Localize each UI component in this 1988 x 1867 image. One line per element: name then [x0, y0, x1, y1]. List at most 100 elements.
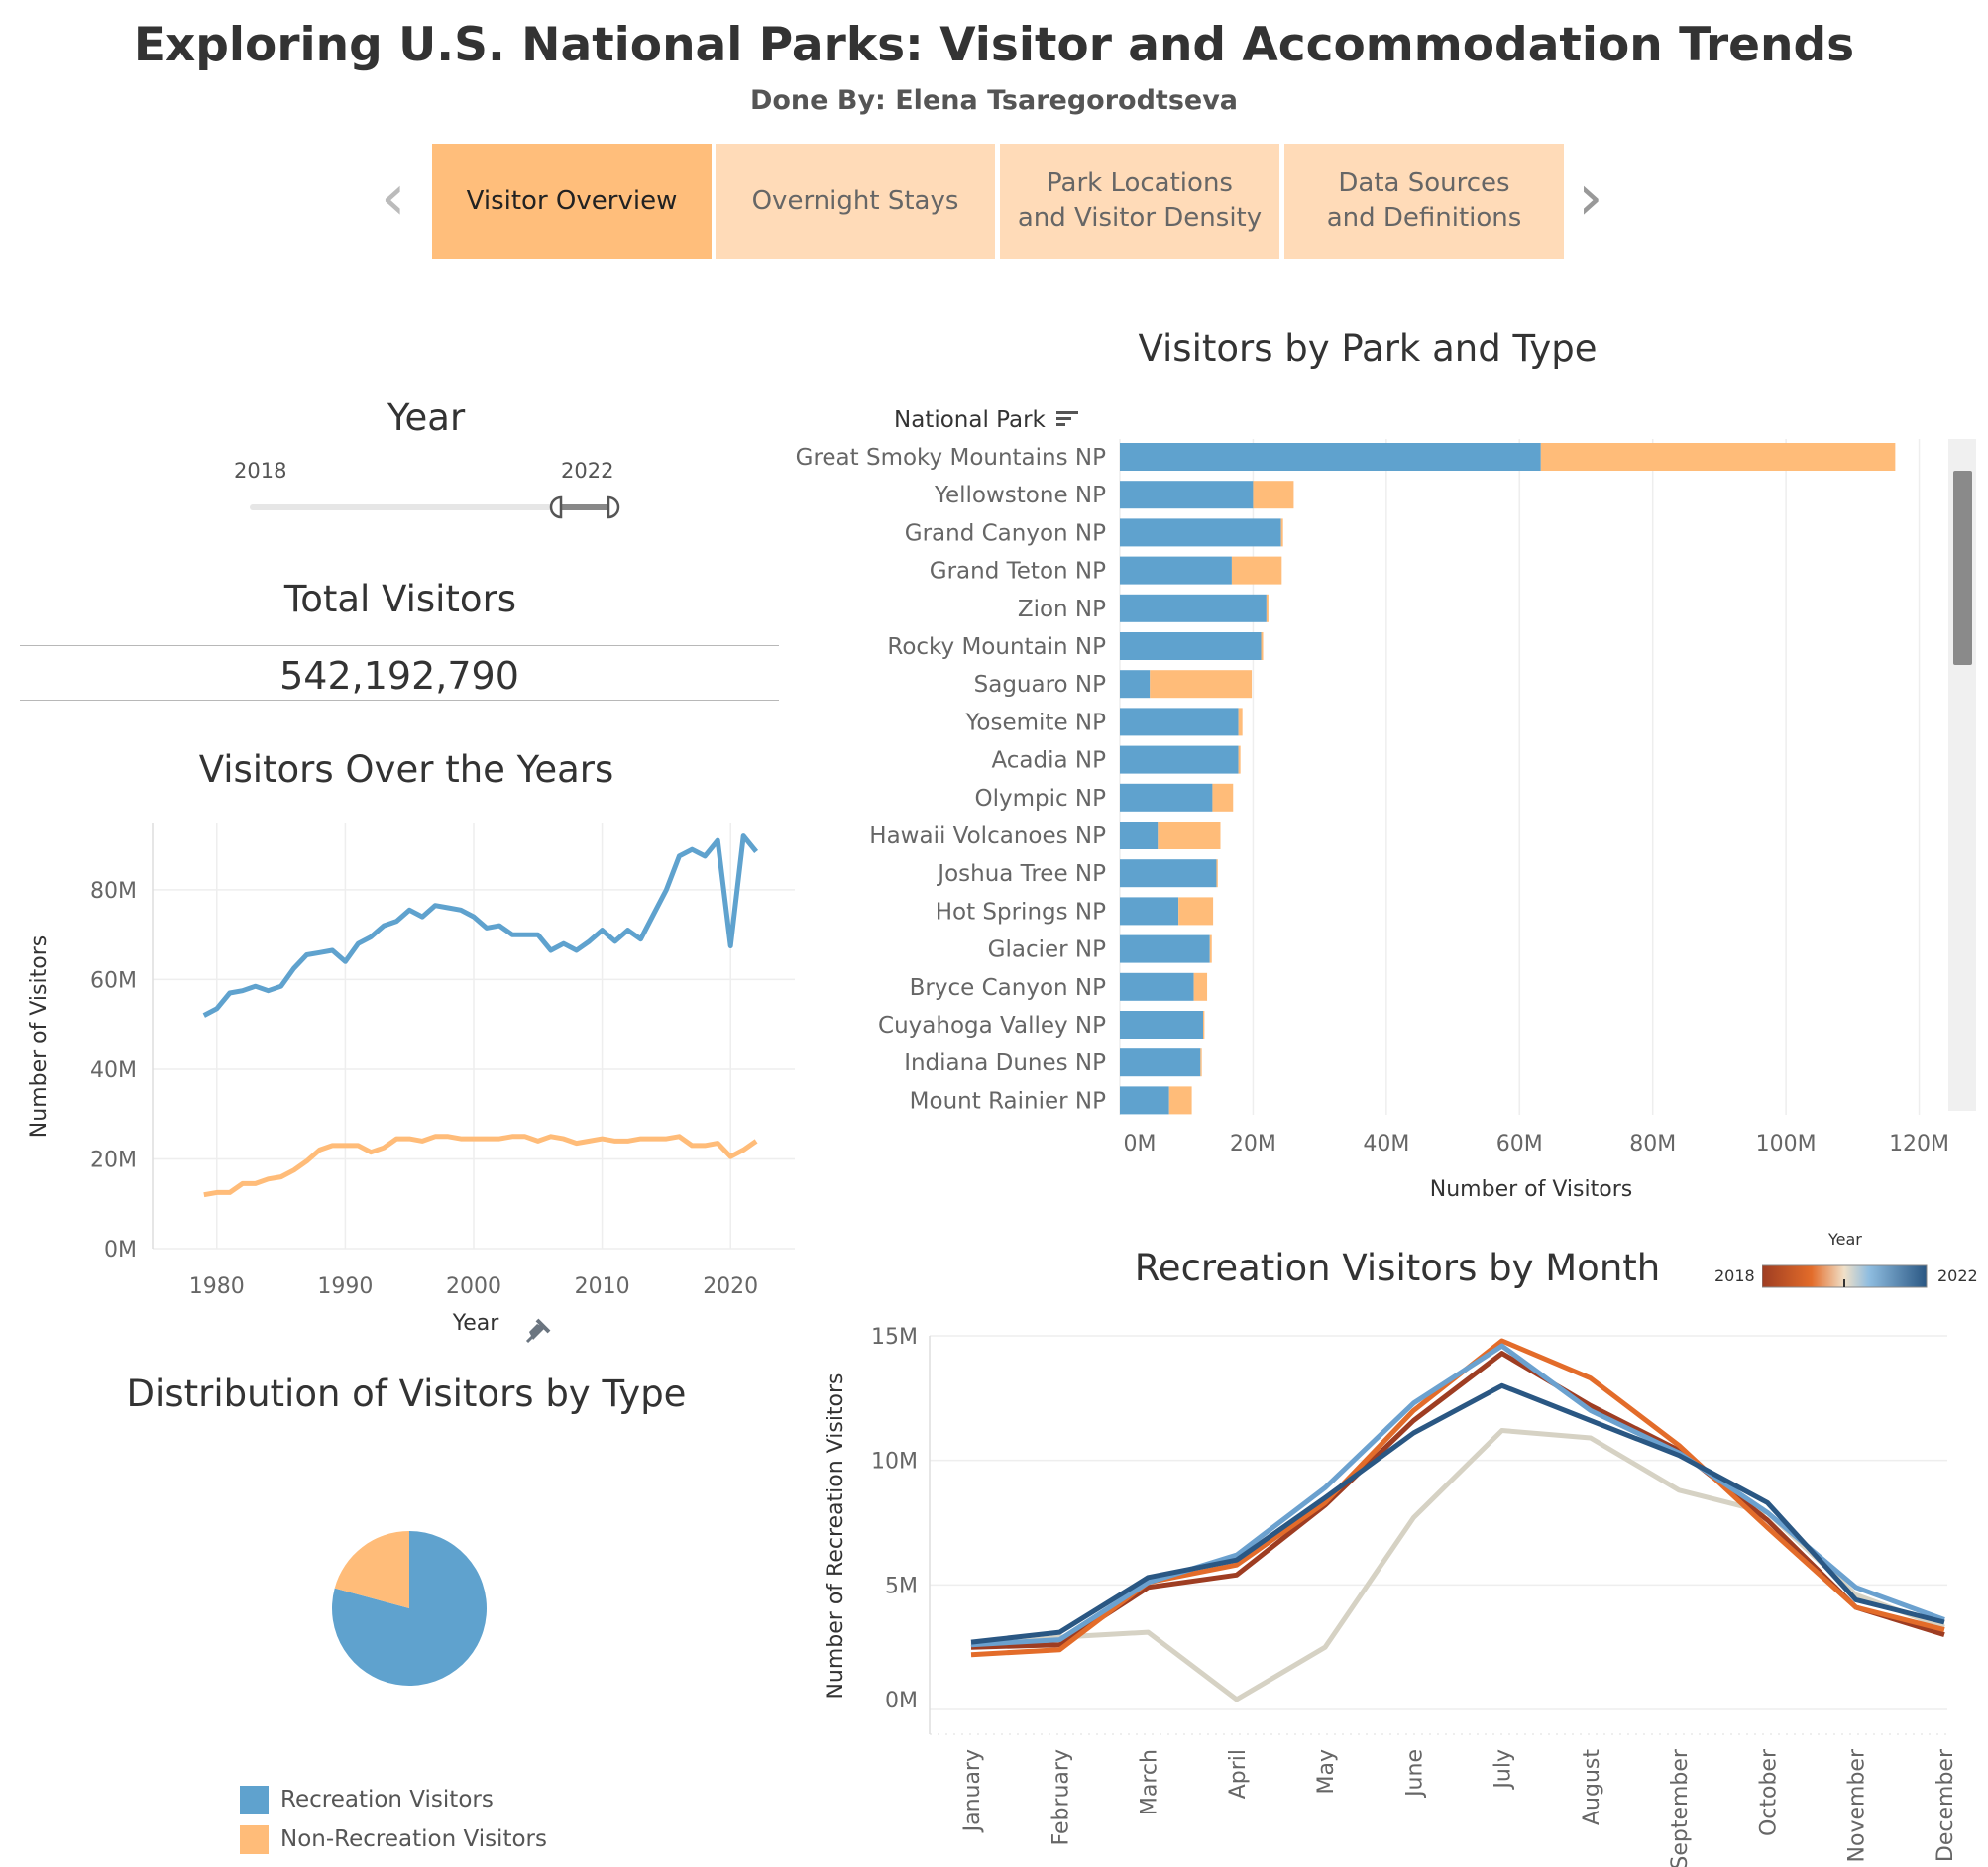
pie-slice-non_recreation[interactable]: [334, 1531, 409, 1608]
month-x-tick-label: June: [1402, 1749, 1427, 1799]
park-bar-non_recreation[interactable]: [1266, 594, 1269, 622]
month-x-tick-label: August: [1580, 1749, 1604, 1825]
park-x-tick-label: 60M: [1496, 1132, 1543, 1156]
legend-item-recreation[interactable]: Recreation Visitors: [240, 1780, 547, 1819]
kpi-bottom-divider: [20, 700, 779, 701]
park-bar-recreation[interactable]: [1120, 518, 1281, 547]
month-y-tick-label: 15M: [871, 1325, 918, 1350]
park-label[interactable]: Acadia NP: [991, 748, 1106, 774]
park-label[interactable]: Zion NP: [1018, 597, 1106, 622]
park-bar-non_recreation[interactable]: [1158, 822, 1221, 849]
year-range-slider[interactable]: [238, 491, 634, 526]
park-bar-recreation[interactable]: [1120, 1011, 1204, 1039]
park-bar-recreation[interactable]: [1120, 594, 1267, 622]
park-bar-recreation[interactable]: [1120, 934, 1210, 963]
park-x-axis-label: Number of Visitors: [1430, 1177, 1632, 1202]
month-x-tick-label: October: [1756, 1748, 1781, 1836]
park-x-tick-label: 120M: [1889, 1132, 1949, 1156]
park-bar-non_recreation[interactable]: [1168, 1086, 1192, 1115]
month-y-tick-label: 0M: [885, 1689, 918, 1713]
chevron-left-icon[interactable]: ‹: [381, 162, 406, 235]
slider-handle-max: [607, 495, 620, 519]
park-label[interactable]: Cuyahoga Valley NP: [878, 1013, 1106, 1039]
park-label[interactable]: Bryce Canyon NP: [910, 975, 1106, 1001]
park-label[interactable]: Joshua Tree NP: [936, 861, 1106, 887]
park-bar-recreation[interactable]: [1120, 708, 1239, 736]
month-x-tick-label: March: [1138, 1749, 1162, 1815]
park-bar-non_recreation[interactable]: [1200, 1048, 1202, 1077]
park-label[interactable]: Olympic NP: [974, 786, 1106, 812]
park-bar-non_recreation[interactable]: [1238, 708, 1243, 736]
park-bar-recreation[interactable]: [1120, 443, 1541, 471]
month-legend-title: Year: [1828, 1230, 1862, 1249]
month-series-line-2020[interactable]: [970, 1428, 1945, 1702]
park-label[interactable]: Hot Springs NP: [936, 899, 1106, 925]
park-label[interactable]: Grand Canyon NP: [905, 520, 1106, 546]
park-bar-non_recreation[interactable]: [1203, 1011, 1205, 1039]
tab-data-sources[interactable]: Data Sources and Definitions: [1284, 144, 1564, 259]
park-bar-non_recreation[interactable]: [1280, 518, 1283, 547]
sort-icon[interactable]: [1056, 408, 1079, 434]
legend-item-non-recreation[interactable]: Non-Recreation Visitors: [240, 1819, 547, 1859]
month-x-tick-label: April: [1226, 1749, 1251, 1799]
park-scrollbar-thumb[interactable]: [1953, 471, 1972, 665]
park-label[interactable]: Rocky Mountain NP: [887, 634, 1106, 660]
park-label[interactable]: Grand Teton NP: [930, 559, 1106, 585]
park-axis-header[interactable]: National Park: [894, 407, 1079, 434]
park-bar-recreation[interactable]: [1120, 1048, 1201, 1077]
park-bar-non_recreation[interactable]: [1193, 972, 1208, 1001]
years-x-tick-label: 2020: [703, 1274, 758, 1299]
tab-park-locations[interactable]: Park Locations and Visitor Density: [1000, 144, 1279, 259]
park-bar-recreation[interactable]: [1120, 783, 1213, 812]
years-y-tick-label: 60M: [90, 968, 137, 993]
month-y-tick-label: 10M: [871, 1450, 918, 1475]
month-series-line-2022[interactable]: [970, 1382, 1945, 1645]
park-label[interactable]: Mount Rainier NP: [910, 1088, 1106, 1114]
park-bar-non_recreation[interactable]: [1216, 859, 1218, 888]
park-bar-non_recreation[interactable]: [1238, 745, 1241, 774]
years-x-tick-label: 2000: [446, 1274, 501, 1299]
park-bar-recreation[interactable]: [1120, 632, 1262, 660]
month-year-color-legend[interactable]: [1762, 1263, 1931, 1293]
years-series-line-recreation[interactable]: [202, 833, 759, 1018]
years-y-tick-label: 20M: [90, 1148, 137, 1172]
park-label[interactable]: Indiana Dunes NP: [904, 1050, 1106, 1076]
park-label[interactable]: Glacier NP: [988, 937, 1106, 963]
month-x-tick-label: February: [1049, 1749, 1073, 1846]
park-x-tick-label: 0M: [1124, 1132, 1157, 1156]
park-bar-recreation[interactable]: [1120, 859, 1217, 888]
park-label[interactable]: Yellowstone NP: [934, 483, 1106, 508]
park-bar-recreation[interactable]: [1120, 556, 1232, 585]
tab-visitor-overview[interactable]: Visitor Overview: [432, 144, 712, 259]
park-label[interactable]: Yosemite NP: [964, 710, 1106, 735]
pie-chart-title: Distribution of Visitors by Type: [126, 1373, 687, 1415]
park-bar-recreation[interactable]: [1120, 972, 1194, 1001]
month-series-line-2021[interactable]: [970, 1343, 1945, 1648]
park-bar-recreation[interactable]: [1120, 481, 1254, 509]
park-bar-non_recreation[interactable]: [1540, 443, 1896, 471]
park-bar-non_recreation[interactable]: [1253, 481, 1294, 509]
legend-label-non-recreation: Non-Recreation Visitors: [280, 1826, 547, 1852]
park-bar-recreation[interactable]: [1120, 670, 1151, 699]
park-label[interactable]: Great Smoky Mountains NP: [796, 445, 1106, 471]
tab-overnight-stays[interactable]: Overnight Stays: [716, 144, 995, 259]
park-bar-non_recreation[interactable]: [1261, 632, 1264, 660]
years-x-tick-label: 1990: [317, 1274, 373, 1299]
park-bar-recreation[interactable]: [1120, 822, 1159, 849]
park-bar-non_recreation[interactable]: [1231, 556, 1282, 585]
park-bar-non_recreation[interactable]: [1178, 897, 1214, 926]
month-legend-min: 2018: [1714, 1266, 1755, 1285]
park-bar-recreation[interactable]: [1120, 897, 1179, 926]
park-chart-title: Visitors by Park and Type: [1138, 327, 1598, 370]
park-bar-non_recreation[interactable]: [1150, 670, 1253, 699]
pin-icon[interactable]: [525, 1318, 551, 1344]
park-bar-non_recreation[interactable]: [1209, 934, 1212, 963]
park-bar-non_recreation[interactable]: [1212, 783, 1234, 812]
park-label[interactable]: Saguaro NP: [974, 672, 1107, 698]
park-label[interactable]: Hawaii Volcanoes NP: [869, 824, 1106, 849]
years-series-line-non_recreation[interactable]: [203, 1134, 758, 1198]
month-series-line-2018[interactable]: [970, 1351, 1945, 1650]
chevron-right-icon[interactable]: ›: [1578, 162, 1603, 235]
park-bar-recreation[interactable]: [1120, 1086, 1169, 1115]
park-bar-recreation[interactable]: [1120, 745, 1239, 774]
